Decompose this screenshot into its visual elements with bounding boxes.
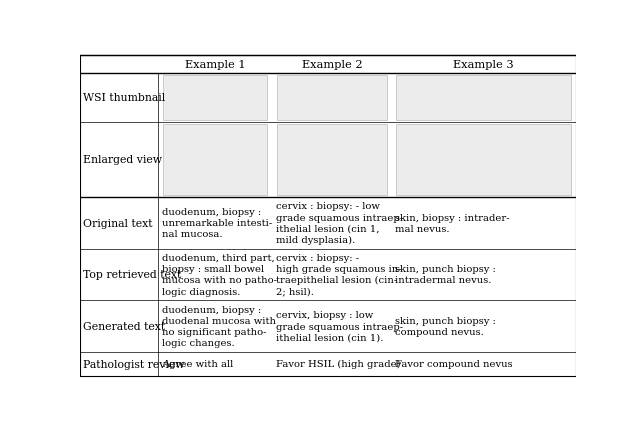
Bar xyxy=(277,124,387,196)
Text: Enlarged view: Enlarged view xyxy=(83,155,163,165)
Bar xyxy=(396,76,571,121)
Text: duodenum, biopsy :
unremarkable intesti-
nal mucosa.: duodenum, biopsy : unremarkable intesti-… xyxy=(163,207,273,239)
Text: Favor compound nevus: Favor compound nevus xyxy=(396,360,513,368)
Text: Generated text: Generated text xyxy=(83,321,166,331)
Bar xyxy=(163,76,268,121)
Text: Example 1: Example 1 xyxy=(185,60,246,70)
Text: Example 3: Example 3 xyxy=(453,60,514,70)
Text: Favor HSIL (high grade): Favor HSIL (high grade) xyxy=(276,360,401,368)
Bar xyxy=(396,124,571,196)
Text: skin, biopsy : intrader-
mal nevus.: skin, biopsy : intrader- mal nevus. xyxy=(396,213,510,233)
Text: duodenum, third part,
biopsy : small bowel
mucosa with no patho-
logic diagnosis: duodenum, third part, biopsy : small bow… xyxy=(163,253,277,296)
Text: skin, punch biopsy :
intradermal nevus.: skin, punch biopsy : intradermal nevus. xyxy=(396,265,497,285)
Text: skin, punch biopsy :
compound nevus.: skin, punch biopsy : compound nevus. xyxy=(396,316,497,336)
Text: WSI thumbnail: WSI thumbnail xyxy=(83,93,166,103)
Text: Top retrieved text: Top retrieved text xyxy=(83,270,182,280)
Text: duodenum, biopsy :
duodenal mucosa with
no significant patho-
logic changes.: duodenum, biopsy : duodenal mucosa with … xyxy=(163,305,276,347)
Text: Original text: Original text xyxy=(83,218,153,228)
Text: Example 2: Example 2 xyxy=(301,60,362,70)
Text: Pathologist review: Pathologist review xyxy=(83,359,185,369)
Bar xyxy=(163,124,268,196)
Text: cervix : biopsy: - low
grade squamous intraep-
ithelial lesion (cin 1,
mild dysp: cervix : biopsy: - low grade squamous in… xyxy=(276,202,404,245)
Bar xyxy=(277,76,387,121)
Text: Agree with all: Agree with all xyxy=(163,360,234,368)
Text: cervix : biopsy: -
high grade squamous in-
traepithelial lesion (cin-
2; hsil).: cervix : biopsy: - high grade squamous i… xyxy=(276,253,402,296)
Text: cervix, biopsy : low
grade squamous intraep-
ithelial lesion (cin 1).: cervix, biopsy : low grade squamous intr… xyxy=(276,311,404,342)
